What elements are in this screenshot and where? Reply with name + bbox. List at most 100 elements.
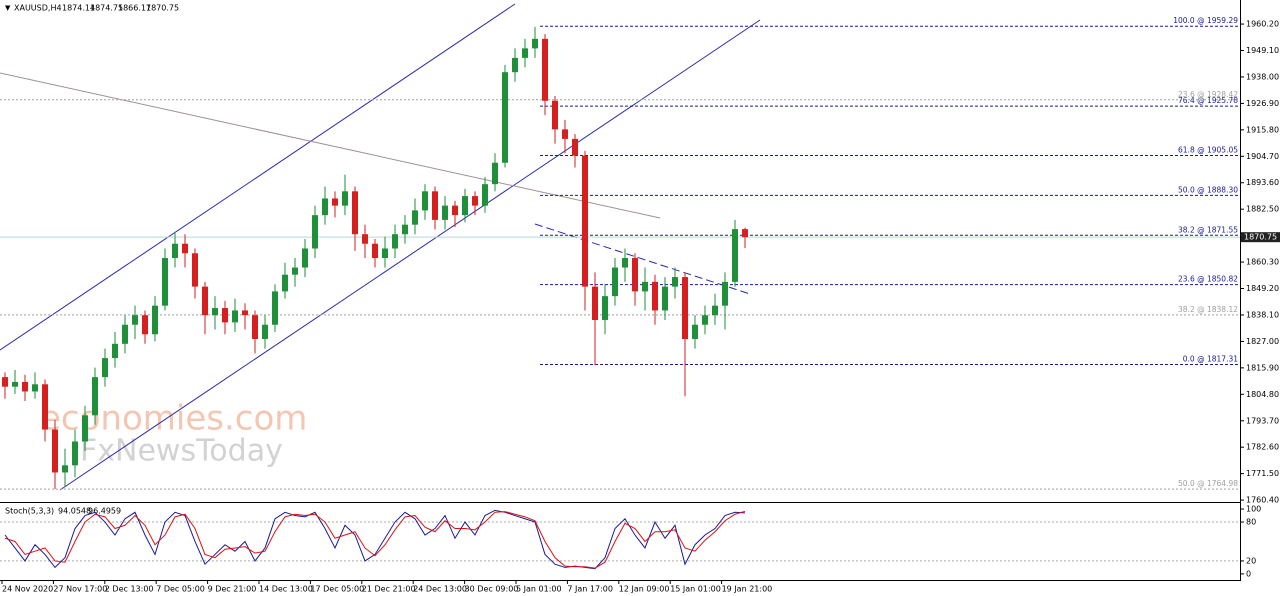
fib-label: 76.4 @ 1925.78 [1178, 96, 1238, 105]
x-tick-label: 30 Dec 09:00 [465, 585, 519, 594]
candle-body [262, 324, 268, 340]
candle-body [282, 274, 288, 292]
candle-body [22, 381, 28, 392]
y-tick-label: 1926.90 [1246, 99, 1279, 108]
ohlc-close: 1870.75 [146, 4, 179, 13]
candle-body [712, 305, 718, 316]
candle-body [232, 310, 238, 323]
candle-body [502, 72, 508, 163]
y-tick-label: 1960.20 [1246, 20, 1279, 29]
x-tick-label: 17 Dec 05:00 [310, 585, 364, 594]
candle-body [482, 184, 488, 206]
candle-body [102, 358, 108, 378]
fib-label: 50.0 @ 1764.98 [1178, 479, 1238, 488]
candle-body [422, 191, 428, 211]
current-price-box [1241, 232, 1280, 243]
candle-body [92, 377, 98, 416]
candle-body [542, 38, 548, 101]
stoch-line [4, 510, 746, 569]
candle-body [592, 286, 598, 320]
y-tick-label: 1915.80 [1246, 125, 1279, 134]
fib-label: 23.6 @ 1850.82 [1178, 275, 1238, 284]
y-tick-label: 1849.20 [1246, 284, 1279, 293]
candle-body [312, 215, 318, 249]
candle-body [292, 267, 298, 275]
y-tick-label: 1760.40 [1246, 496, 1279, 505]
y-tick-label: 1893.60 [1246, 178, 1279, 187]
candle-body [452, 205, 458, 216]
candle-body [202, 286, 208, 316]
x-tick-label: 27 Nov 17:00 [53, 585, 107, 594]
candle-body [692, 324, 698, 340]
watermark-text: FxNewsToday [80, 434, 283, 469]
candle-body [342, 191, 348, 206]
candle-body [302, 248, 308, 268]
x-tick-label: 2 Dec 13:00 [105, 585, 154, 594]
menu-arrow: ▼ [5, 4, 11, 12]
candle-body [182, 243, 188, 254]
candle-body [722, 281, 728, 306]
candle-body [252, 315, 258, 340]
ohlc-high: 1874.75 [90, 4, 123, 13]
x-tick-label: 24 Dec 13:00 [413, 585, 467, 594]
candle-body [152, 305, 158, 335]
candle-body [662, 286, 668, 311]
header: ▼ XAUUSD,H4 1874.14 1874.75 1866.17 1870… [5, 4, 179, 516]
fib-label: 38.2 @ 1871.55 [1178, 225, 1238, 234]
candle-body [582, 155, 588, 287]
candle-body [462, 196, 468, 216]
fib-label: 100.0 @ 1959.29 [1173, 16, 1238, 25]
x-tick-label: 15 Jan 01:00 [670, 585, 721, 594]
candle-body [492, 162, 498, 185]
watermark: economies.com FxNewsToday [40, 399, 307, 469]
candle-body [552, 100, 558, 130]
candle-body [472, 196, 478, 206]
x-tick-label: 24 Nov 2020 [2, 585, 53, 594]
x-tick-label: 7 Jan 17:00 [567, 585, 613, 594]
candle-body [732, 229, 738, 282]
watermark-text: economies.com [40, 399, 307, 439]
candle-body [652, 281, 658, 311]
candle-body [242, 310, 248, 316]
candle-body [512, 57, 518, 73]
stoch-tick-label: 100 [1246, 505, 1261, 514]
candle-body [622, 258, 628, 268]
y-tick-label: 1782.60 [1246, 443, 1279, 452]
candle-body [402, 224, 408, 235]
stoch-label: Stoch(5,3,3) [5, 507, 54, 516]
candle-body [392, 234, 398, 249]
candle-body [572, 138, 578, 156]
candle-body [362, 234, 368, 244]
candle-body [352, 191, 358, 235]
candle-body [702, 315, 708, 325]
stoch-signal-value: 96.4959 [88, 507, 121, 516]
ohlc-open: 1874.14 [62, 4, 95, 13]
symbol: XAUUSD,H4 [14, 4, 62, 13]
x-tick-label: 21 Dec 21:00 [362, 585, 416, 594]
candle-body [172, 243, 178, 259]
y-tick-label: 1838.10 [1246, 310, 1279, 319]
y-tick-label: 1904.70 [1246, 152, 1279, 161]
x-tick-label: 19 Jan 21:00 [722, 585, 773, 594]
candle-body [12, 381, 18, 387]
fib-label: 23.6 @ 1928.42 [1178, 90, 1238, 99]
candle-body [162, 258, 168, 306]
candle-body [612, 267, 618, 297]
candle-body [142, 315, 148, 335]
candle-body [42, 384, 48, 430]
candle-body [122, 324, 128, 344]
candle-body [212, 308, 218, 316]
fib-label: 0.0 @ 1817.31 [1183, 355, 1238, 364]
candle-body [632, 258, 638, 292]
candle-body [672, 277, 678, 287]
x-tick-label: 9 Dec 21:00 [208, 585, 257, 594]
candle-body [62, 465, 68, 473]
stoch-tick-label: 20 [1246, 556, 1256, 565]
x-tick-label: 14 Dec 13:00 [259, 585, 313, 594]
candle-body [372, 243, 378, 259]
stoch-tick-label: 0 [1246, 569, 1251, 578]
candle-body [642, 281, 648, 292]
y-tick-label: 1860.30 [1246, 258, 1279, 267]
candle-body [192, 253, 198, 287]
